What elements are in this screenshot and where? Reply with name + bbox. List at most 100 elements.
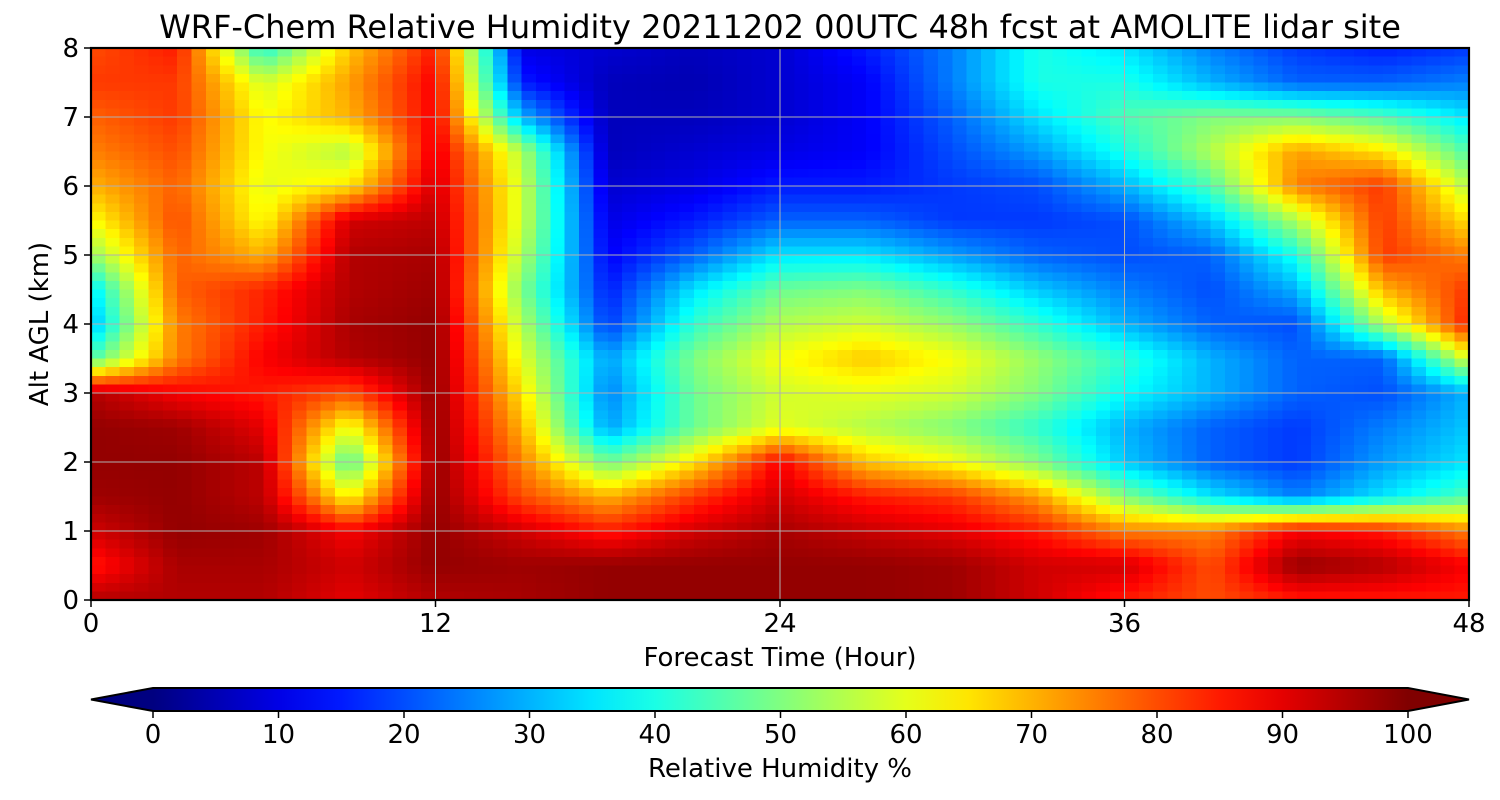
- heatmap-cell: [808, 142, 824, 153]
- heatmap-cell: [1052, 332, 1068, 342]
- heatmap-cell: [191, 375, 207, 385]
- heatmap-cell: [148, 393, 164, 403]
- heatmap-cell: [736, 203, 752, 213]
- heatmap-cell: [1440, 349, 1456, 360]
- heatmap-cell: [277, 220, 293, 230]
- heatmap-cell: [722, 82, 738, 92]
- heatmap-cell: [1153, 332, 1169, 342]
- heatmap-cell: [966, 125, 982, 135]
- heatmap-cell: [263, 272, 279, 282]
- heatmap-cell: [1081, 237, 1097, 247]
- heatmap-cell: [794, 91, 810, 101]
- heatmap-cell: [665, 324, 681, 334]
- heatmap-cell: [837, 211, 853, 222]
- heatmap-cell: [751, 194, 767, 204]
- heatmap-cell: [162, 134, 178, 144]
- heatmap-cell: [650, 298, 666, 308]
- heatmap-cell: [808, 358, 824, 368]
- heatmap-cell: [119, 289, 135, 299]
- heatmap-cell: [693, 48, 709, 58]
- heatmap-cell: [1181, 91, 1197, 101]
- heatmap-cell: [1268, 272, 1283, 282]
- heatmap-cell: [736, 99, 752, 109]
- heatmap-cell: [851, 367, 867, 377]
- heatmap-cell: [923, 134, 939, 144]
- heatmap-cell: [535, 255, 551, 265]
- heatmap-cell: [1325, 142, 1341, 153]
- heatmap-cell: [291, 324, 307, 334]
- heatmap-cell: [105, 315, 121, 325]
- heatmap-cell: [851, 142, 867, 153]
- heatmap-cell: [708, 401, 724, 411]
- heatmap-cell: [1239, 91, 1255, 101]
- heatmap-cell: [1095, 418, 1111, 429]
- heatmap-cell: [966, 272, 982, 282]
- heatmap-cell: [392, 470, 408, 480]
- heatmap-cell: [234, 470, 250, 480]
- heatmap-cell: [1382, 263, 1398, 273]
- heatmap-cell: [894, 358, 910, 368]
- heatmap-cell: [952, 298, 968, 308]
- heatmap-cell: [693, 65, 709, 75]
- heatmap-cell: [1009, 444, 1025, 454]
- heatmap-cell: [134, 151, 150, 161]
- heatmap-cell: [1382, 73, 1398, 84]
- heatmap-cell: [1167, 125, 1183, 135]
- heatmap-cell: [134, 272, 150, 282]
- heatmap-cell: [808, 298, 824, 308]
- heatmap-cell: [91, 151, 106, 161]
- heatmap-cell: [248, 186, 264, 196]
- heatmap-cell: [808, 108, 824, 118]
- heatmap-cell: [564, 401, 580, 411]
- heatmap-cell: [449, 306, 465, 316]
- heatmap-cell: [1311, 203, 1327, 213]
- heatmap-cell: [1440, 263, 1456, 273]
- heatmap-cell: [1239, 462, 1255, 472]
- heatmap-cell: [1325, 444, 1341, 454]
- heatmap-cell: [1339, 220, 1355, 230]
- heatmap-cell: [765, 56, 781, 66]
- heatmap-cell: [1196, 220, 1212, 230]
- heatmap-cell: [909, 117, 925, 127]
- heatmap-cell: [248, 332, 264, 342]
- heatmap-cell: [119, 358, 135, 368]
- heatmap-cell: [335, 375, 350, 385]
- heatmap-cell: [205, 487, 221, 498]
- heatmap-cell: [607, 487, 623, 498]
- heatmap-cell: [248, 229, 264, 239]
- heatmap-cell: [564, 453, 580, 463]
- heatmap-cell: [866, 427, 882, 437]
- heatmap-cell: [492, 367, 508, 377]
- heatmap-cell: [1224, 453, 1240, 463]
- heatmap-cell: [119, 194, 135, 204]
- heatmap-cell: [1440, 444, 1456, 454]
- heatmap-cell: [1038, 341, 1054, 351]
- heatmap-cell: [177, 237, 193, 247]
- heatmap-cell: [119, 263, 135, 273]
- heatmap-cell: [765, 289, 781, 299]
- heatmap-cell: [277, 82, 293, 92]
- heatmap-cell: [449, 393, 465, 403]
- heatmap-cell: [1282, 427, 1298, 437]
- heatmap-cell: [363, 108, 379, 118]
- heatmap-cell: [1167, 194, 1183, 204]
- heatmap-cell: [277, 479, 293, 489]
- heatmap-cell: [1440, 315, 1456, 325]
- heatmap-cell: [751, 220, 767, 230]
- heatmap-cell: [1081, 367, 1097, 377]
- heatmap-cell: [995, 91, 1011, 101]
- heatmap-cell: [751, 427, 767, 437]
- heatmap-cell: [1081, 324, 1097, 334]
- heatmap-cell: [1038, 367, 1054, 377]
- heatmap-cell: [751, 82, 767, 92]
- heatmap-cell: [234, 177, 250, 187]
- heatmap-cell: [191, 108, 207, 118]
- heatmap-cell: [1095, 263, 1111, 273]
- heatmap-cell: [320, 427, 336, 437]
- heatmap-cell: [378, 444, 394, 454]
- heatmap-cell: [909, 194, 925, 204]
- heatmap-cell: [823, 453, 839, 463]
- heatmap-cell: [708, 479, 724, 489]
- heatmap-cell: [464, 367, 480, 377]
- heatmap-cell: [378, 117, 394, 127]
